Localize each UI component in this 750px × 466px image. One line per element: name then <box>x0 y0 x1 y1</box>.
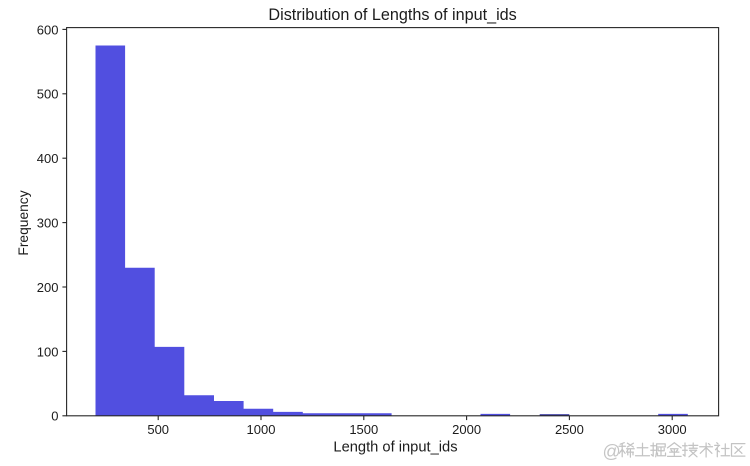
svg-text:3000: 3000 <box>658 422 687 437</box>
svg-text:Distribution of Lengths of inp: Distribution of Lengths of input_ids <box>268 6 516 24</box>
svg-text:600: 600 <box>37 22 59 37</box>
svg-text:200: 200 <box>37 280 59 295</box>
svg-text:100: 100 <box>37 344 59 359</box>
svg-text:Length of input_ids: Length of input_ids <box>333 439 457 455</box>
svg-text:500: 500 <box>147 422 169 437</box>
svg-text:2500: 2500 <box>555 422 584 437</box>
svg-text:0: 0 <box>51 409 58 424</box>
svg-text:1000: 1000 <box>247 422 276 437</box>
svg-text:1500: 1500 <box>349 422 378 437</box>
svg-text:Frequency: Frequency <box>16 190 31 255</box>
svg-text:@: @ <box>603 442 621 462</box>
svg-text:500: 500 <box>37 87 59 102</box>
svg-text:2000: 2000 <box>452 422 481 437</box>
svg-text:300: 300 <box>37 216 59 231</box>
svg-text:400: 400 <box>37 151 59 166</box>
